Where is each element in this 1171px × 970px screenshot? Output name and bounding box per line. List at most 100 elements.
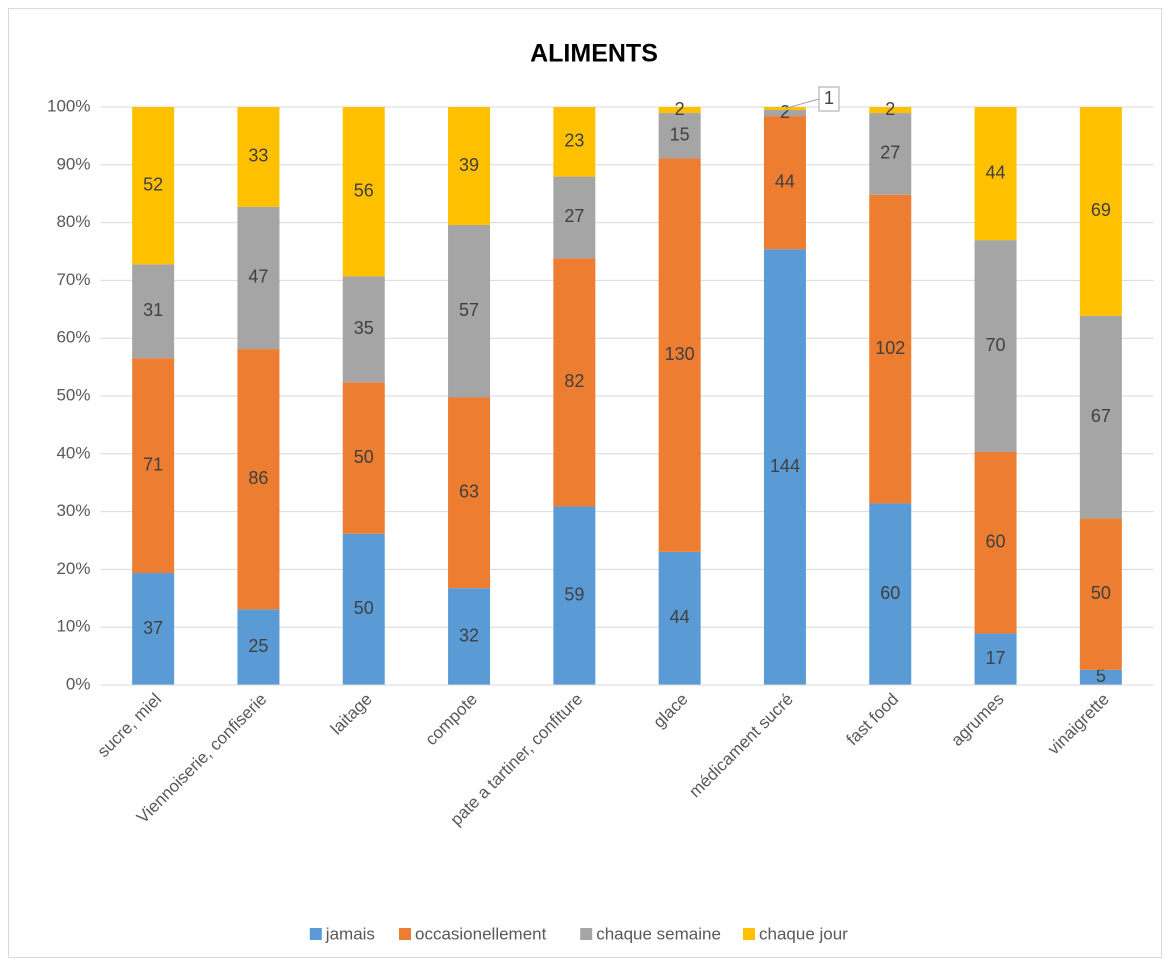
legend-swatch bbox=[580, 928, 593, 940]
data-label: 44 bbox=[670, 607, 690, 627]
y-tick-label: 100% bbox=[47, 96, 90, 115]
data-label: 71 bbox=[143, 454, 163, 474]
data-label: 31 bbox=[143, 300, 163, 320]
data-label: 102 bbox=[875, 338, 905, 358]
bar-segment bbox=[763, 249, 806, 686]
bar-segment bbox=[342, 382, 385, 534]
y-tick-label: 40% bbox=[56, 443, 90, 462]
bar-segment bbox=[553, 176, 596, 259]
bar-segment bbox=[132, 107, 175, 265]
data-label: 60 bbox=[880, 583, 900, 603]
bar-segment bbox=[869, 503, 912, 685]
data-label: 27 bbox=[564, 206, 584, 226]
bar-segment bbox=[342, 276, 385, 383]
legend-swatch bbox=[399, 928, 411, 940]
bar-segment bbox=[553, 506, 596, 685]
data-label: 130 bbox=[665, 344, 695, 364]
bar-segment bbox=[974, 633, 1017, 685]
data-label: 37 bbox=[143, 618, 163, 638]
bar-segment bbox=[658, 158, 701, 552]
data-label: 50 bbox=[354, 447, 374, 467]
data-label: 1 bbox=[824, 88, 834, 108]
data-label: 50 bbox=[354, 598, 374, 618]
data-label: 2 bbox=[885, 99, 895, 119]
data-label: 25 bbox=[248, 636, 268, 656]
bar-segment bbox=[869, 113, 912, 195]
y-tick-label: 20% bbox=[56, 559, 90, 578]
y-tick-label: 90% bbox=[56, 154, 90, 173]
bar-segment bbox=[448, 397, 491, 589]
data-label: 35 bbox=[354, 318, 374, 338]
legend-swatch bbox=[309, 928, 322, 940]
data-label: 2 bbox=[780, 102, 790, 122]
data-label: 60 bbox=[986, 532, 1006, 552]
data-label: 27 bbox=[880, 143, 900, 163]
data-label: 69 bbox=[1091, 200, 1111, 220]
legend-label: occasionellement bbox=[415, 924, 547, 943]
bar-segment bbox=[448, 225, 491, 398]
bar-segment bbox=[553, 258, 596, 507]
y-tick-label: 70% bbox=[56, 270, 90, 289]
y-tick-label: 50% bbox=[56, 385, 90, 404]
callout-box bbox=[818, 86, 840, 112]
bar-segment bbox=[342, 107, 385, 277]
legend-label: jamais bbox=[325, 924, 375, 943]
data-label: 50 bbox=[1091, 583, 1111, 603]
legend-label: chaque jour bbox=[759, 924, 848, 943]
bar-segment bbox=[763, 116, 806, 250]
data-label: 17 bbox=[986, 648, 1006, 668]
data-label: 63 bbox=[459, 482, 479, 502]
bar-segment bbox=[1079, 315, 1122, 519]
callout-leader bbox=[784, 98, 820, 109]
bar-segment bbox=[553, 107, 596, 177]
data-label: 86 bbox=[248, 468, 268, 488]
y-tick-label: 60% bbox=[56, 328, 90, 347]
y-tick-label: 0% bbox=[66, 674, 91, 693]
bar-segment bbox=[237, 609, 280, 685]
data-label: 70 bbox=[986, 335, 1006, 355]
bar-segment bbox=[658, 551, 701, 685]
bar-segment bbox=[763, 110, 806, 117]
data-label: 15 bbox=[670, 124, 690, 144]
y-tick-label: 80% bbox=[56, 212, 90, 231]
data-label: 32 bbox=[459, 625, 479, 645]
data-label: 67 bbox=[1091, 406, 1111, 426]
data-label: 23 bbox=[564, 131, 584, 151]
bar-segment bbox=[237, 349, 280, 610]
data-label: 82 bbox=[564, 371, 584, 391]
bar-segment bbox=[658, 113, 701, 159]
bar-segment bbox=[448, 107, 491, 226]
legend-label: chaque semaine bbox=[596, 924, 721, 943]
data-label: 144 bbox=[770, 456, 800, 476]
data-label: 44 bbox=[986, 162, 1006, 182]
bar-segment bbox=[1079, 107, 1122, 316]
bar-segment bbox=[132, 264, 175, 359]
data-label: 57 bbox=[459, 300, 479, 320]
bar-segment bbox=[132, 573, 175, 685]
chart-title: ALIMENTS bbox=[530, 40, 658, 68]
data-label: 5 bbox=[1096, 666, 1106, 686]
bar-segment bbox=[1079, 669, 1122, 685]
bar-segment bbox=[237, 107, 280, 207]
bar-segment bbox=[448, 588, 491, 685]
bar-segment bbox=[237, 206, 280, 350]
bar-segment bbox=[869, 107, 912, 114]
bar-segment bbox=[974, 451, 1017, 634]
bar-segment bbox=[132, 358, 175, 574]
data-label: 47 bbox=[248, 267, 268, 287]
bar-segment bbox=[342, 533, 385, 685]
data-label: 2 bbox=[675, 99, 685, 119]
data-label: 33 bbox=[248, 146, 268, 166]
bar-segment bbox=[869, 194, 912, 504]
bar-segment bbox=[1079, 518, 1122, 670]
legend-swatch bbox=[743, 928, 755, 940]
y-tick-label: 10% bbox=[56, 617, 90, 636]
data-label: 39 bbox=[459, 155, 479, 175]
data-label: 44 bbox=[775, 171, 795, 191]
y-tick-label: 30% bbox=[56, 501, 90, 520]
data-label: 59 bbox=[564, 584, 584, 604]
data-label: 56 bbox=[354, 180, 374, 200]
bar-segment bbox=[658, 107, 701, 114]
bar-segment bbox=[974, 107, 1017, 241]
